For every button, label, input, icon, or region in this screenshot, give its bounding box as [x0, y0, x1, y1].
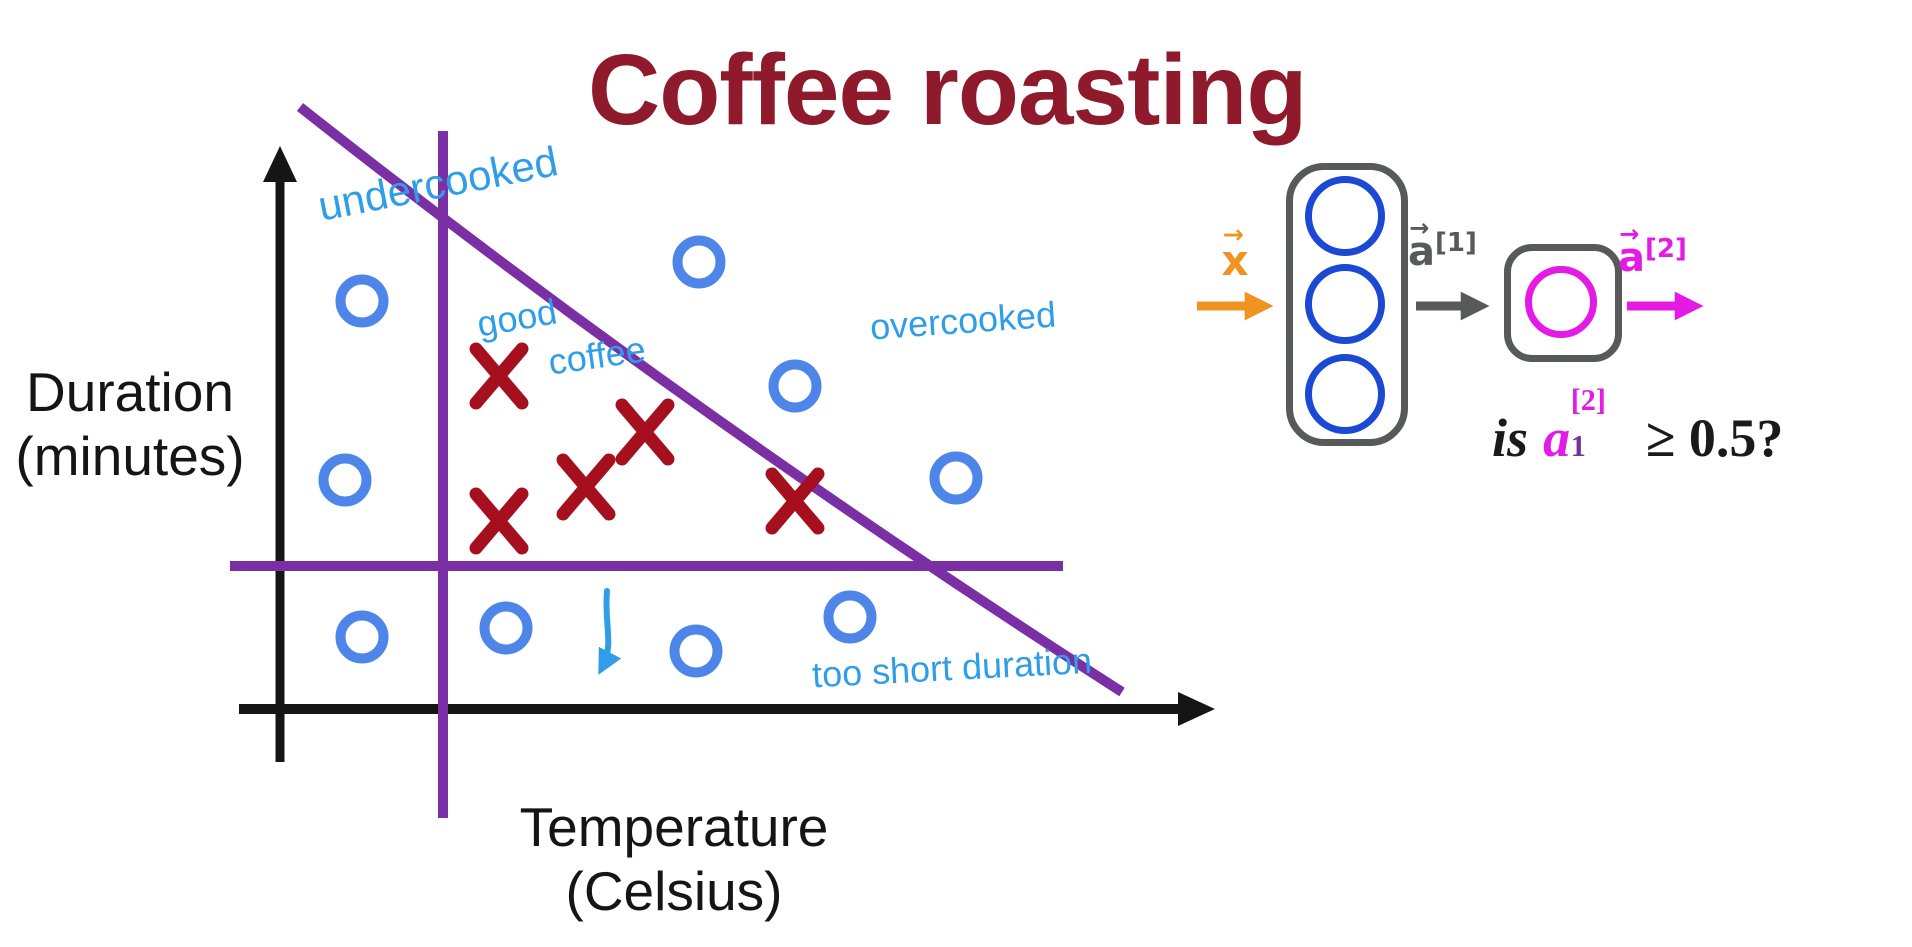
data-point-good-coffee — [765, 467, 825, 535]
data-point-bad-coffee — [768, 359, 822, 413]
a1-activation-label: → a[1] — [1408, 214, 1477, 276]
data-point-bad-coffee — [672, 235, 726, 289]
hidden-neuron-2 — [1305, 264, 1385, 344]
data-point-good-coffee — [469, 342, 529, 410]
data-point-bad-coffee — [669, 624, 723, 678]
data-point-bad-coffee — [335, 274, 389, 328]
data-point-bad-coffee — [318, 453, 372, 507]
question-variable: a — [1543, 408, 1571, 468]
input-vector-label: → x — [1221, 220, 1249, 285]
y-axis-label-line2: (minutes) — [15, 425, 245, 487]
question-subscript: 1 — [1570, 429, 1586, 464]
data-point-bad-coffee — [335, 610, 389, 664]
hidden-layer-box — [1286, 163, 1408, 446]
output-layer-box — [1504, 244, 1622, 362]
vector-arrow-icon: → — [1619, 220, 1640, 249]
data-point-bad-coffee — [479, 601, 533, 655]
data-point-bad-coffee — [823, 590, 877, 644]
slide-title: Coffee roasting — [588, 34, 1307, 146]
x-axis-label-line1: Temperature — [519, 796, 829, 858]
data-point-good-coffee — [469, 487, 529, 555]
x-axis-arrowhead — [1178, 692, 1215, 726]
y-axis-label-line1: Duration — [26, 361, 234, 423]
x-axis-label: Temperature (Celsius) — [454, 795, 894, 923]
question-rest: ≥ 0.5? — [1645, 408, 1784, 468]
threshold-question: is a [2] 1 ≥ 0.5? — [1492, 383, 1784, 469]
vector-arrow-icon: → — [1222, 220, 1244, 250]
vector-arrow-icon: → — [1409, 214, 1430, 243]
data-point-good-coffee — [556, 453, 616, 521]
a2-activation-label: → a[2] — [1618, 220, 1687, 282]
data-point-good-coffee — [615, 398, 675, 466]
hidden-neuron-1 — [1305, 176, 1385, 256]
data-point-bad-coffee — [929, 451, 983, 505]
question-superscript: [2] — [1570, 383, 1606, 418]
decision-boundary-diagonal — [296, 103, 1125, 697]
output-neuron — [1525, 266, 1597, 338]
x-axis-label-line2: (Celsius) — [565, 860, 783, 922]
y-axis-label: Duration (minutes) — [0, 360, 260, 488]
y-axis-arrowhead — [263, 146, 297, 182]
hidden-neuron-3 — [1305, 354, 1385, 434]
question-is: is — [1492, 408, 1529, 468]
down-arrow-annotation — [598, 588, 622, 675]
